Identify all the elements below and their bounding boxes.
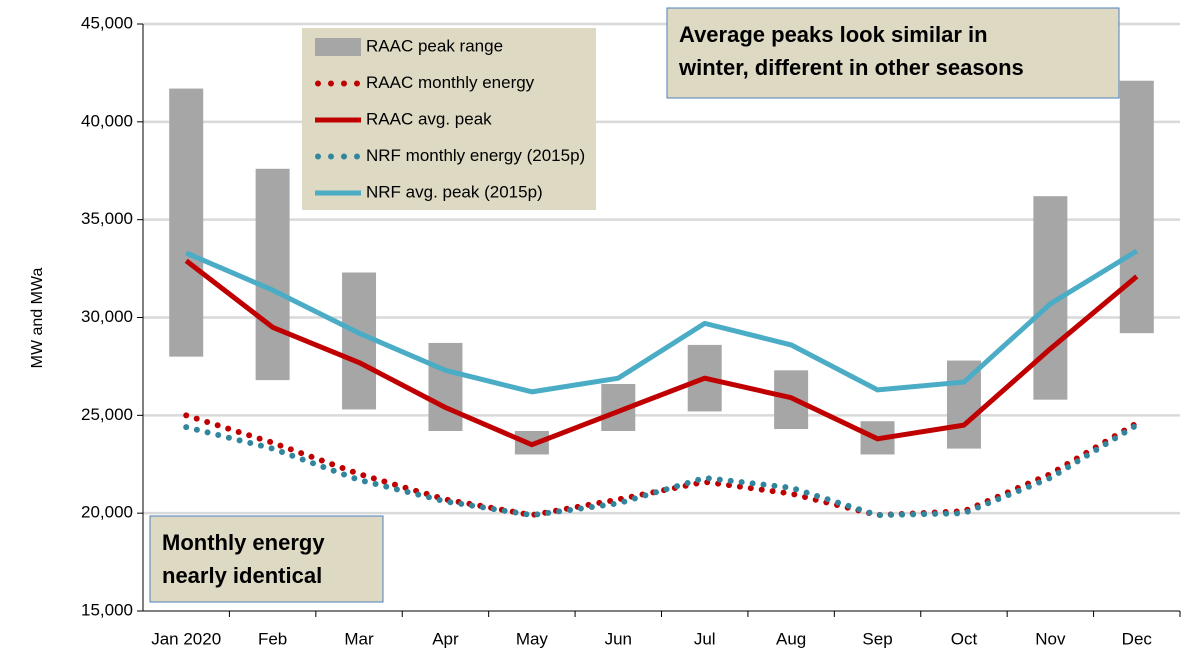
annotation: Monthly energy nearly identical <box>149 515 384 603</box>
y-tick-label: 15,000 <box>81 600 133 619</box>
x-tick-label: May <box>516 629 549 648</box>
legend-label: NRF monthly energy (2015p) <box>366 146 585 165</box>
series-line <box>183 422 1140 519</box>
annotation: Average peaks look similar in winter, dif… <box>666 7 1120 99</box>
y-tick-label: 40,000 <box>81 111 133 130</box>
range-bar <box>428 342 463 431</box>
x-tick-label: Jun <box>605 629 632 648</box>
x-tick-label: Feb <box>258 629 287 648</box>
legend-swatch <box>315 38 361 56</box>
x-tick-label: Nov <box>1035 629 1066 648</box>
legend-label: RAAC avg. peak <box>366 109 492 128</box>
y-tick-label: 20,000 <box>81 503 133 522</box>
series-line <box>184 258 1139 448</box>
annotation-text: Average peaks look similar in <box>679 22 988 47</box>
x-tick-label: Mar <box>344 629 374 648</box>
legend-label: RAAC monthly energy <box>366 73 535 92</box>
range-bar <box>255 168 290 381</box>
range-bar <box>169 88 204 357</box>
y-axis-label: MW and MWa <box>29 268 46 369</box>
annotation-text: nearly identical <box>162 563 322 588</box>
annotation-box <box>666 7 1120 99</box>
x-tick-label: Sep <box>862 629 892 648</box>
y-tick-label: 35,000 <box>81 209 133 228</box>
legend-label: RAAC peak range <box>366 36 503 55</box>
range-bar <box>342 272 377 410</box>
x-tick-label: Aug <box>776 629 806 648</box>
series-line <box>183 412 1140 519</box>
y-tick-label: 25,000 <box>81 405 133 424</box>
y-tick-label: 30,000 <box>81 307 133 326</box>
x-tick-label: Oct <box>951 629 978 648</box>
annotation-box <box>149 515 384 603</box>
range-bar <box>1119 80 1154 334</box>
annotation-text: Monthly energy <box>162 530 325 555</box>
x-tick-label: Jan 2020 <box>151 629 221 648</box>
x-tick-label: Dec <box>1122 629 1153 648</box>
annotation-text: winter, different in other seasons <box>678 55 1024 80</box>
legend: RAAC peak range RAAC monthly energy RAAC a… <box>302 28 596 210</box>
y-tick-label: 45,000 <box>81 13 133 32</box>
series-line <box>185 248 1139 395</box>
range-bar <box>946 360 981 449</box>
x-tick-label: Apr <box>432 629 459 648</box>
legend-label: NRF avg. peak (2015p) <box>366 182 543 201</box>
x-tick-label: Jul <box>694 629 716 648</box>
